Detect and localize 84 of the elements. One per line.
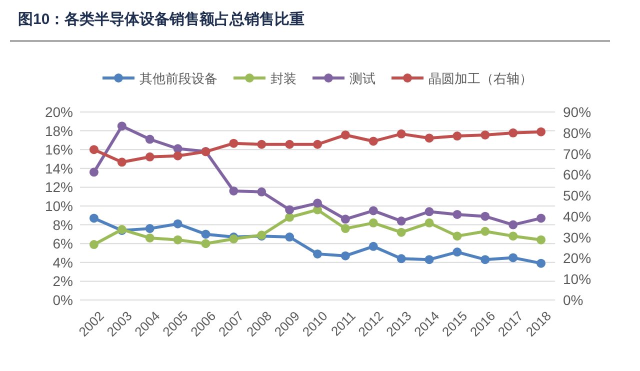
y-tick-label: 14% (44, 160, 73, 176)
point (480, 212, 490, 221)
legend-label: 其他前段设备 (140, 71, 218, 86)
point (396, 228, 406, 237)
point (257, 187, 266, 196)
point (145, 233, 154, 242)
point (173, 219, 182, 228)
point (536, 258, 546, 268)
point (424, 207, 434, 216)
point (340, 130, 350, 140)
point (368, 206, 378, 216)
point (145, 134, 154, 144)
point (313, 249, 322, 258)
point (145, 152, 154, 162)
y-tick-label: 10% (44, 198, 73, 214)
point (480, 130, 490, 140)
y2-tick-label: 70% (563, 146, 592, 162)
point (340, 224, 350, 234)
point (89, 240, 98, 250)
point (229, 138, 238, 148)
point (285, 205, 294, 214)
point (396, 129, 406, 138)
point (508, 220, 518, 230)
point (424, 255, 434, 264)
y-tick-label: 20% (44, 104, 73, 120)
point (452, 232, 462, 241)
y-tick-label: 8% (52, 216, 73, 233)
point (480, 255, 490, 264)
point (508, 128, 518, 138)
point (89, 214, 98, 223)
legend-label: 晶圆加工（右轴） (428, 71, 532, 86)
point (536, 214, 546, 223)
point (173, 235, 182, 244)
point (452, 210, 462, 219)
y2-tick-label: 50% (563, 188, 592, 204)
point (313, 140, 322, 149)
y2-tick-label: 30% (563, 229, 592, 246)
point (480, 226, 490, 236)
point (117, 122, 126, 131)
point (508, 232, 518, 241)
point (452, 248, 462, 257)
point (452, 132, 462, 141)
point (396, 254, 406, 264)
y2-tick-label: 90% (563, 104, 592, 120)
point (536, 127, 546, 136)
point (89, 145, 98, 154)
y2-tick-label: 60% (563, 166, 592, 183)
point (285, 140, 294, 149)
point (117, 158, 126, 167)
point (368, 136, 378, 146)
y-tick-label: 0% (52, 292, 73, 308)
y2-tick-label: 40% (563, 208, 592, 224)
point (173, 151, 182, 160)
point (340, 214, 350, 224)
y-tick-label: 16% (44, 142, 73, 158)
y-tick-label: 18% (44, 122, 73, 139)
point (285, 232, 294, 242)
legend-label: 封装 (270, 71, 296, 86)
point (89, 168, 98, 177)
point (536, 235, 546, 244)
y-tick-label: 4% (52, 254, 73, 270)
legend-label: 测试 (350, 71, 376, 86)
y-tick-label: 6% (52, 236, 73, 252)
y2-tick-label: 80% (563, 124, 592, 141)
y-tick-label: 2% (52, 273, 73, 290)
point (396, 216, 406, 226)
point (340, 251, 350, 260)
point (424, 134, 434, 143)
chart-title: 图10：各类半导体设备销售额占总销售比重 (18, 10, 305, 28)
point (145, 224, 154, 234)
point (201, 230, 210, 239)
point (368, 218, 378, 228)
y2-tick-label: 10% (563, 271, 592, 288)
y2-tick-label: 20% (563, 250, 592, 266)
point (257, 140, 266, 149)
point (368, 242, 378, 251)
point (285, 212, 294, 222)
point (229, 186, 238, 196)
y2-tick-label: 0% (563, 292, 584, 308)
point (508, 253, 518, 262)
point (201, 239, 210, 248)
point (313, 198, 322, 208)
point (424, 218, 434, 228)
y-tick-label: 12% (44, 179, 73, 196)
